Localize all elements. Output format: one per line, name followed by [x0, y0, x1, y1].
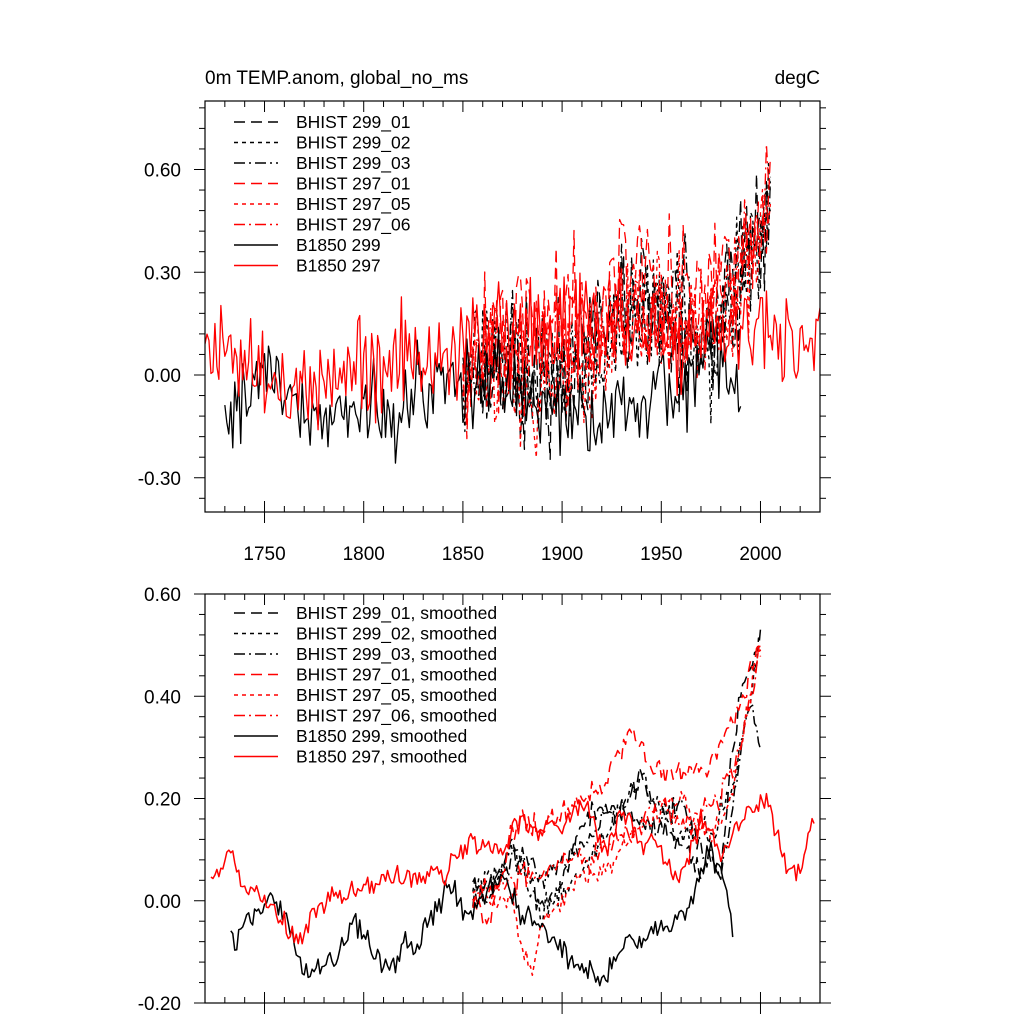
- legend-item: B1850 299, smoothed: [234, 726, 467, 746]
- y-tick-label: 0.40: [144, 687, 181, 708]
- x-tick-label: 1800: [343, 544, 385, 565]
- legend-item: BHIST 299_03, smoothed: [234, 644, 497, 665]
- panel1-title: 0m TEMP.anom, global_no_ms: [205, 68, 468, 89]
- legend-label: BHIST 297_01: [296, 174, 410, 195]
- series-line: [472, 644, 762, 925]
- legend-label: BHIST 299_02: [296, 133, 410, 154]
- series-group: [205, 143, 820, 464]
- x-tick-label: 1900: [541, 544, 583, 565]
- legend-item: BHIST 297_05, smoothed: [234, 685, 497, 706]
- legend-item: BHIST 297_06, smoothed: [234, 706, 497, 727]
- panel1-units: degC: [775, 68, 820, 89]
- legend-label: BHIST 297_01, smoothed: [296, 665, 497, 686]
- legend-item: BHIST 299_01: [234, 112, 410, 133]
- y-tick-label: 0.30: [144, 263, 181, 284]
- legend-label: BHIST 299_02, smoothed: [296, 624, 497, 645]
- series-line: [472, 629, 762, 911]
- y-tick-label: 0.60: [144, 585, 181, 606]
- y-tick-label: 0.60: [144, 161, 181, 182]
- legend-label: BHIST 297_05, smoothed: [296, 685, 497, 706]
- legend-item: B1850 299: [234, 235, 381, 255]
- legend-label: BHIST 299_03, smoothed: [296, 644, 497, 665]
- legend-item: BHIST 299_02, smoothed: [234, 624, 497, 645]
- x-tick-label: 2000: [739, 544, 781, 565]
- y-tick-label: -0.30: [138, 469, 181, 490]
- x-tick-label: 1850: [442, 544, 484, 565]
- series-line: [224, 318, 742, 464]
- legend-item: BHIST 299_02: [234, 133, 410, 154]
- x-tick-label: 1750: [243, 544, 285, 565]
- legend-item: BHIST 299_01, smoothed: [234, 603, 497, 624]
- legend-label: B1850 299, smoothed: [296, 726, 467, 746]
- panel-2: -0.20 0.00 0.20 0.40 0.60 BHIST 299_01, smoot…: [138, 585, 831, 1015]
- series-line: [205, 266, 820, 431]
- legend-item: B1850 297: [234, 256, 381, 276]
- legend-label: B1850 297: [296, 256, 381, 276]
- legend-label: B1850 297, smoothed: [296, 747, 467, 767]
- legend-item: BHIST 299_03: [234, 153, 410, 174]
- series-line: [230, 841, 734, 987]
- plot-frame: [204, 100, 821, 513]
- legend-label: BHIST 297_05: [296, 194, 410, 215]
- series-line: [472, 647, 762, 976]
- panel-1: -0.30 0.00 0.30 0.60 1750 1800 1850 1900 1950 200…: [138, 100, 831, 565]
- legend-label: BHIST 297_06: [296, 215, 410, 236]
- series-line: [210, 792, 815, 945]
- legend-item: BHIST 297_01, smoothed: [234, 665, 497, 686]
- series-line: [462, 188, 772, 459]
- y-tick-label: -0.20: [138, 994, 181, 1015]
- legend-label: BHIST 297_06, smoothed: [296, 706, 497, 727]
- series-line: [472, 645, 761, 908]
- legend-label: BHIST 299_01: [296, 112, 410, 133]
- series-group: [210, 629, 815, 987]
- series-line: [462, 143, 772, 426]
- y-tick-label: 0.00: [144, 892, 181, 913]
- legend-label: B1850 299: [296, 235, 381, 255]
- y-tick-label: 0.20: [144, 790, 181, 811]
- y-tick-label: 0.00: [144, 366, 181, 387]
- legend-item: BHIST 297_06: [234, 215, 410, 236]
- legend-item: BHIST 297_05: [234, 194, 410, 215]
- legend-item: B1850 297, smoothed: [234, 747, 467, 767]
- legend-item: BHIST 297_01: [234, 174, 410, 195]
- legend-label: BHIST 299_03: [296, 153, 410, 174]
- series-line: [472, 704, 762, 907]
- legend-label: BHIST 299_01, smoothed: [296, 603, 497, 624]
- x-tick-label: 1950: [640, 544, 682, 565]
- series-line: [472, 637, 762, 926]
